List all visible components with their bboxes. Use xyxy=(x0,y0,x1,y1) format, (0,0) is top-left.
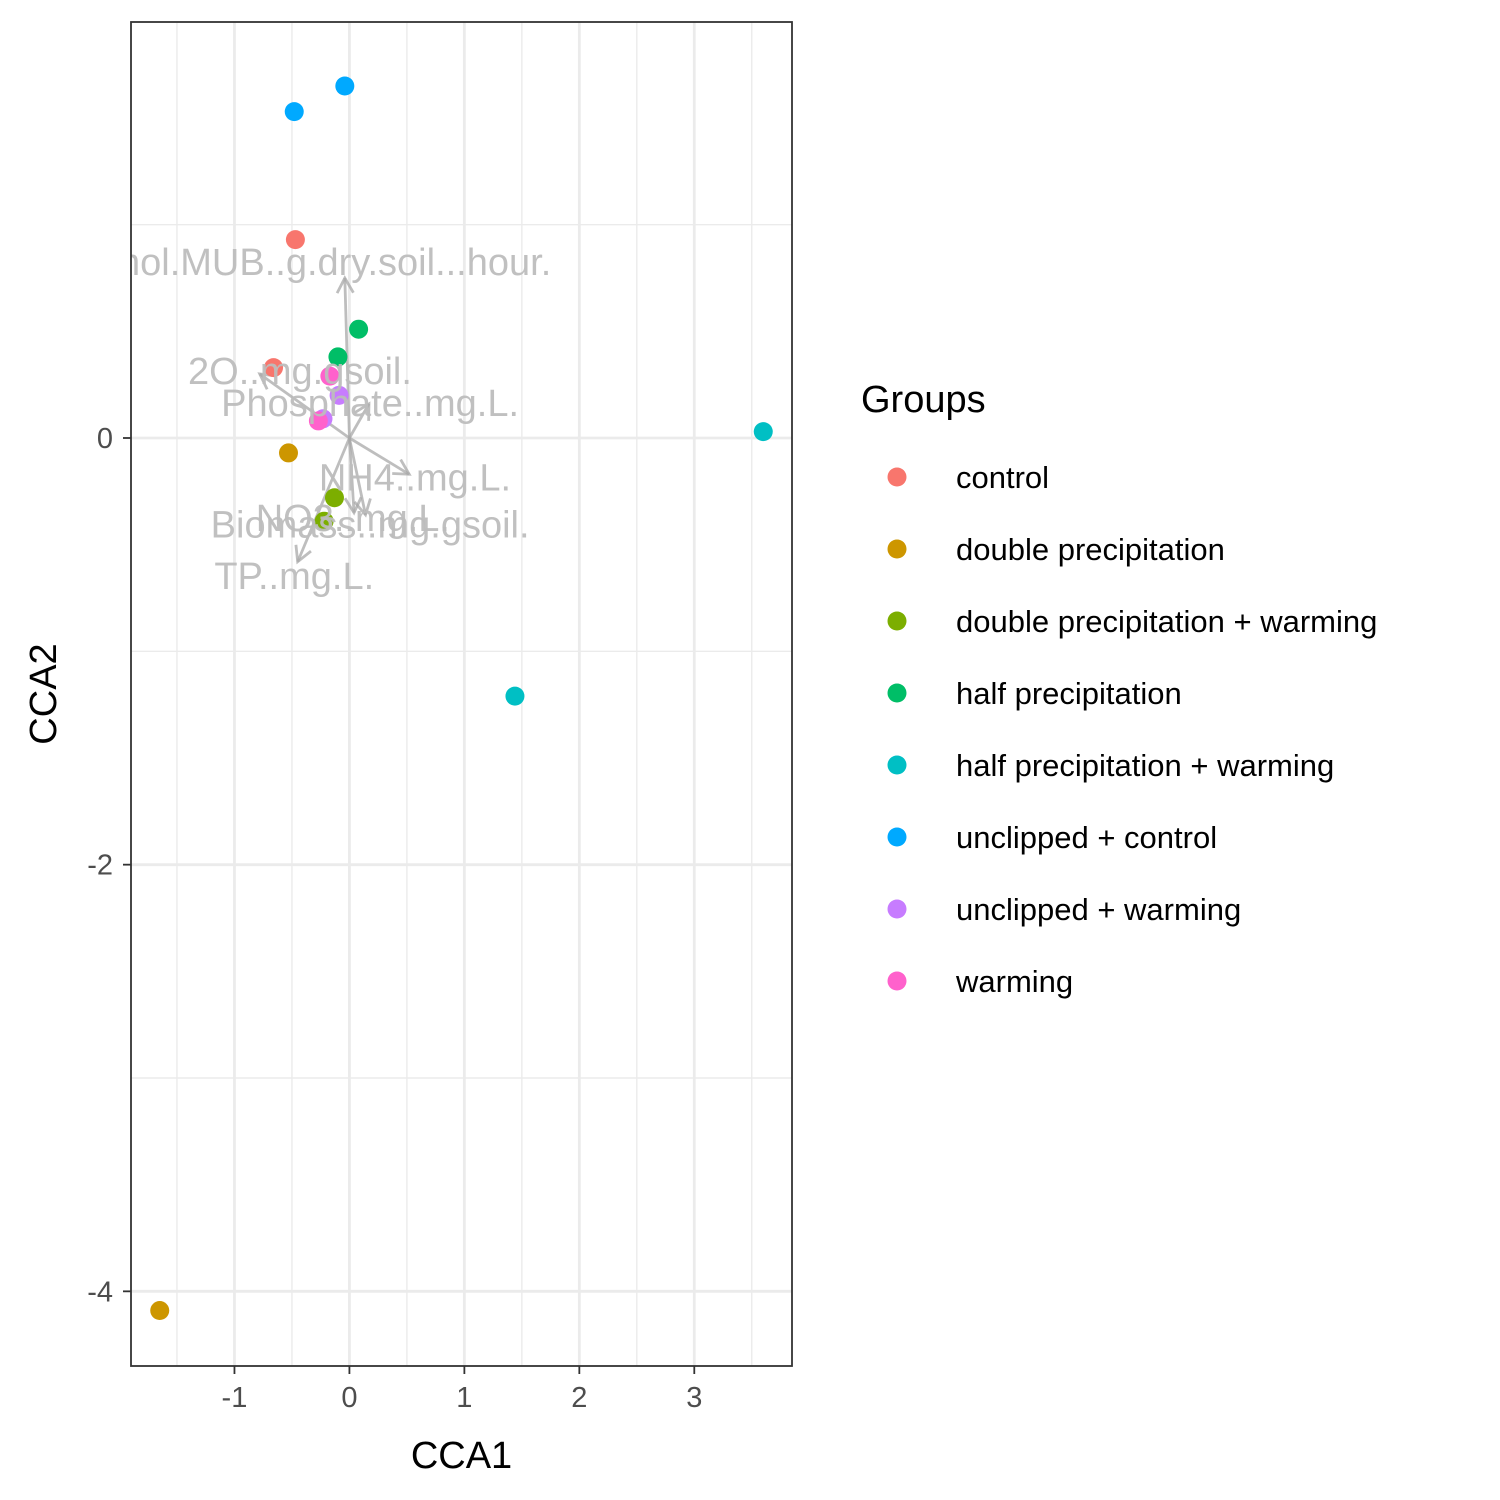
data-point xyxy=(150,1301,170,1321)
y-tick-label: -2 xyxy=(87,850,113,882)
data-point xyxy=(320,366,340,386)
data-point xyxy=(314,511,334,531)
legend: Groups control double precipitation double… xyxy=(861,379,1377,999)
env-vector-arrow xyxy=(348,436,410,476)
env-vector-arrowhead xyxy=(392,458,412,476)
legend-key xyxy=(887,899,907,919)
legend-key xyxy=(887,971,907,991)
data-point xyxy=(284,102,304,122)
legend-label: double precipitation + warming xyxy=(956,604,1377,639)
legend-key xyxy=(887,611,907,631)
x-tick-label: -1 xyxy=(222,1382,248,1414)
data-point xyxy=(753,422,773,442)
env-vector-arrow xyxy=(348,437,356,513)
data-point xyxy=(264,358,284,378)
env-vector-arrow xyxy=(348,437,367,516)
env-vector-arrow xyxy=(296,437,351,563)
data-point xyxy=(505,686,525,706)
env-vector-arrow xyxy=(258,372,351,440)
x-tick-label: 2 xyxy=(571,1382,587,1414)
env-vector-arrowhead xyxy=(335,275,355,294)
data-point xyxy=(278,443,298,463)
legend-title: Groups xyxy=(861,379,986,421)
data-point xyxy=(285,230,305,250)
env-vector-label: Biomass..mg.gsoil. xyxy=(211,505,530,547)
y-axis: -4 -2 0 xyxy=(87,423,131,1308)
env-vector-labels: ty..nmol.MUB..g.dry.soil...hour. 2O..mg.g… xyxy=(40,242,552,598)
env-vector-arrowhead xyxy=(343,496,363,516)
env-vector-arrowhead xyxy=(353,498,372,518)
y-axis-title: CCA2 xyxy=(23,643,65,744)
y-tick-label: -4 xyxy=(87,1276,113,1308)
env-vector-label: NO3..mg.L. xyxy=(256,498,450,540)
legend-label: control xyxy=(956,460,1049,495)
data-point xyxy=(324,488,344,508)
env-vector-label: ty..nmol.MUB..g.dry.soil...hour. xyxy=(40,242,552,284)
data-point xyxy=(308,411,328,431)
data-point xyxy=(329,385,349,405)
legend-key xyxy=(887,539,907,559)
data-point xyxy=(349,319,369,339)
legend-label: double precipitation xyxy=(956,532,1225,567)
x-tick-label: 1 xyxy=(456,1382,472,1414)
legend-label: half precipitation + warming xyxy=(956,748,1334,783)
plot-panel: ty..nmol.MUB..g.dry.soil...hour. 2O..mg.g… xyxy=(40,21,793,1367)
legend-label: warming xyxy=(955,964,1073,999)
legend-key xyxy=(887,683,907,703)
legend-label: unclipped + warming xyxy=(956,892,1241,927)
env-vector-arrowhead xyxy=(294,544,312,565)
legend-key xyxy=(887,827,907,847)
data-point xyxy=(328,347,348,367)
env-vector-label: NH4..mg.L. xyxy=(319,458,511,500)
env-vector-label: TP..mg.L. xyxy=(214,556,374,598)
x-axis-title: CCA1 xyxy=(411,1435,512,1477)
x-tick-label: 3 xyxy=(686,1382,702,1414)
env-vector-arrow xyxy=(348,403,371,439)
legend-key xyxy=(887,755,907,775)
env-vector-arrowhead xyxy=(353,401,371,421)
panel-border xyxy=(130,21,793,1367)
env-vector-label: 2O..mg.gsoil. xyxy=(188,351,412,393)
legend-label: unclipped + control xyxy=(956,820,1217,855)
legend-key xyxy=(887,467,907,487)
panel-background xyxy=(131,22,792,1366)
y-tick-label: 0 xyxy=(97,423,113,455)
x-tick-label: 0 xyxy=(341,1382,357,1414)
legend-label: half precipitation xyxy=(956,676,1182,711)
x-axis: -1 0 1 2 3 xyxy=(222,1366,702,1414)
env-vector-label: Phosphate..mg.L. xyxy=(221,383,519,425)
data-point xyxy=(335,76,355,96)
